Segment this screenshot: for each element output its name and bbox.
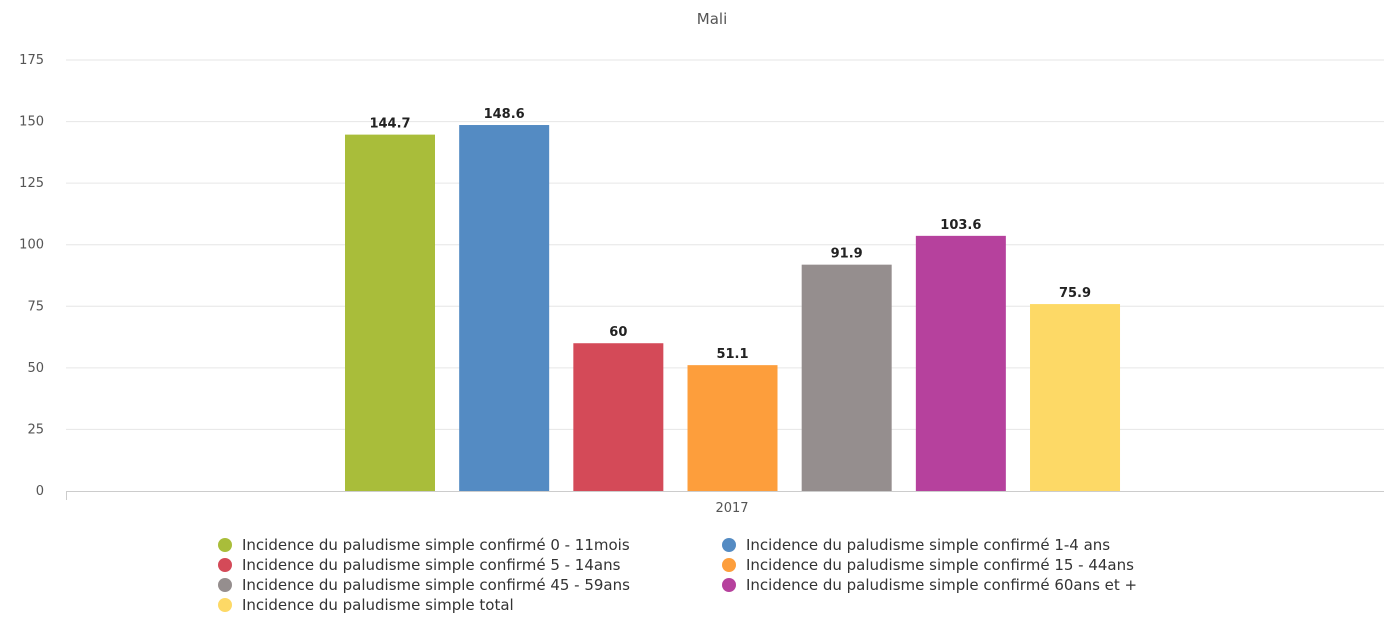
bar[interactable]: [459, 125, 550, 491]
y-tick-label: 50: [27, 361, 44, 376]
legend-item[interactable]: Incidence du paludisme simple confirmé 1…: [722, 536, 1110, 554]
legend[interactable]: Incidence du paludisme simple confirmé 0…: [218, 536, 1137, 614]
bar[interactable]: [687, 365, 778, 491]
legend-label: Incidence du paludisme simple confirmé 5…: [242, 556, 621, 574]
legend-item[interactable]: Incidence du paludisme simple total: [218, 596, 514, 614]
bars-layer: [345, 125, 1121, 491]
bar[interactable]: [915, 235, 1006, 491]
legend-marker: [722, 538, 736, 552]
labels-layer: 144.7 148.6 60 51.1 91.9 103.6 75.9: [369, 107, 1091, 362]
legend-marker: [218, 558, 232, 572]
data-label: 148.6: [484, 107, 525, 122]
x-tick-label: 2017: [715, 501, 748, 516]
data-label: 144.7: [369, 117, 410, 132]
data-label: 75.9: [1059, 286, 1091, 301]
y-tick-label: 175: [19, 53, 44, 68]
legend-item[interactable]: Incidence du paludisme simple confirmé 5…: [218, 556, 621, 574]
legend-marker: [218, 598, 232, 612]
legend-marker: [722, 558, 736, 572]
legend-label: Incidence du paludisme simple confirmé 4…: [242, 576, 630, 594]
data-label: 91.9: [831, 247, 863, 262]
legend-label: Incidence du paludisme simple confirmé 0…: [242, 536, 630, 554]
y-tick-label: 0: [36, 484, 44, 499]
data-label: 60: [609, 325, 627, 340]
y-tick-label: 25: [27, 422, 44, 437]
legend-marker: [218, 538, 232, 552]
legend-label: Incidence du paludisme simple confirmé 6…: [746, 576, 1137, 594]
data-label: 103.6: [940, 218, 981, 233]
bar[interactable]: [1030, 304, 1121, 491]
legend-item[interactable]: Incidence du paludisme simple confirmé 6…: [722, 576, 1137, 594]
data-label: 51.1: [716, 347, 748, 362]
bar[interactable]: [573, 343, 664, 491]
legend-item[interactable]: Incidence du paludisme simple confirmé 1…: [722, 556, 1134, 574]
grid-layer: 0 25 50 75 100 125 150 175 2017: [19, 53, 1384, 516]
y-tick-label: 125: [19, 176, 44, 191]
chart-title: Mali: [697, 10, 727, 28]
legend-marker: [722, 578, 736, 592]
y-tick-label: 75: [27, 299, 44, 314]
y-tick-label: 150: [19, 115, 44, 130]
legend-label: Incidence du paludisme simple confirmé 1…: [746, 536, 1110, 554]
legend-item[interactable]: Incidence du paludisme simple confirmé 0…: [218, 536, 630, 554]
legend-label: Incidence du paludisme simple confirmé 1…: [746, 556, 1134, 574]
y-tick-label: 100: [19, 238, 44, 253]
bar[interactable]: [345, 134, 435, 491]
legend-label: Incidence du paludisme simple total: [242, 596, 514, 614]
legend-marker: [218, 578, 232, 592]
legend-item[interactable]: Incidence du paludisme simple confirmé 4…: [218, 576, 630, 594]
bar[interactable]: [801, 264, 892, 491]
